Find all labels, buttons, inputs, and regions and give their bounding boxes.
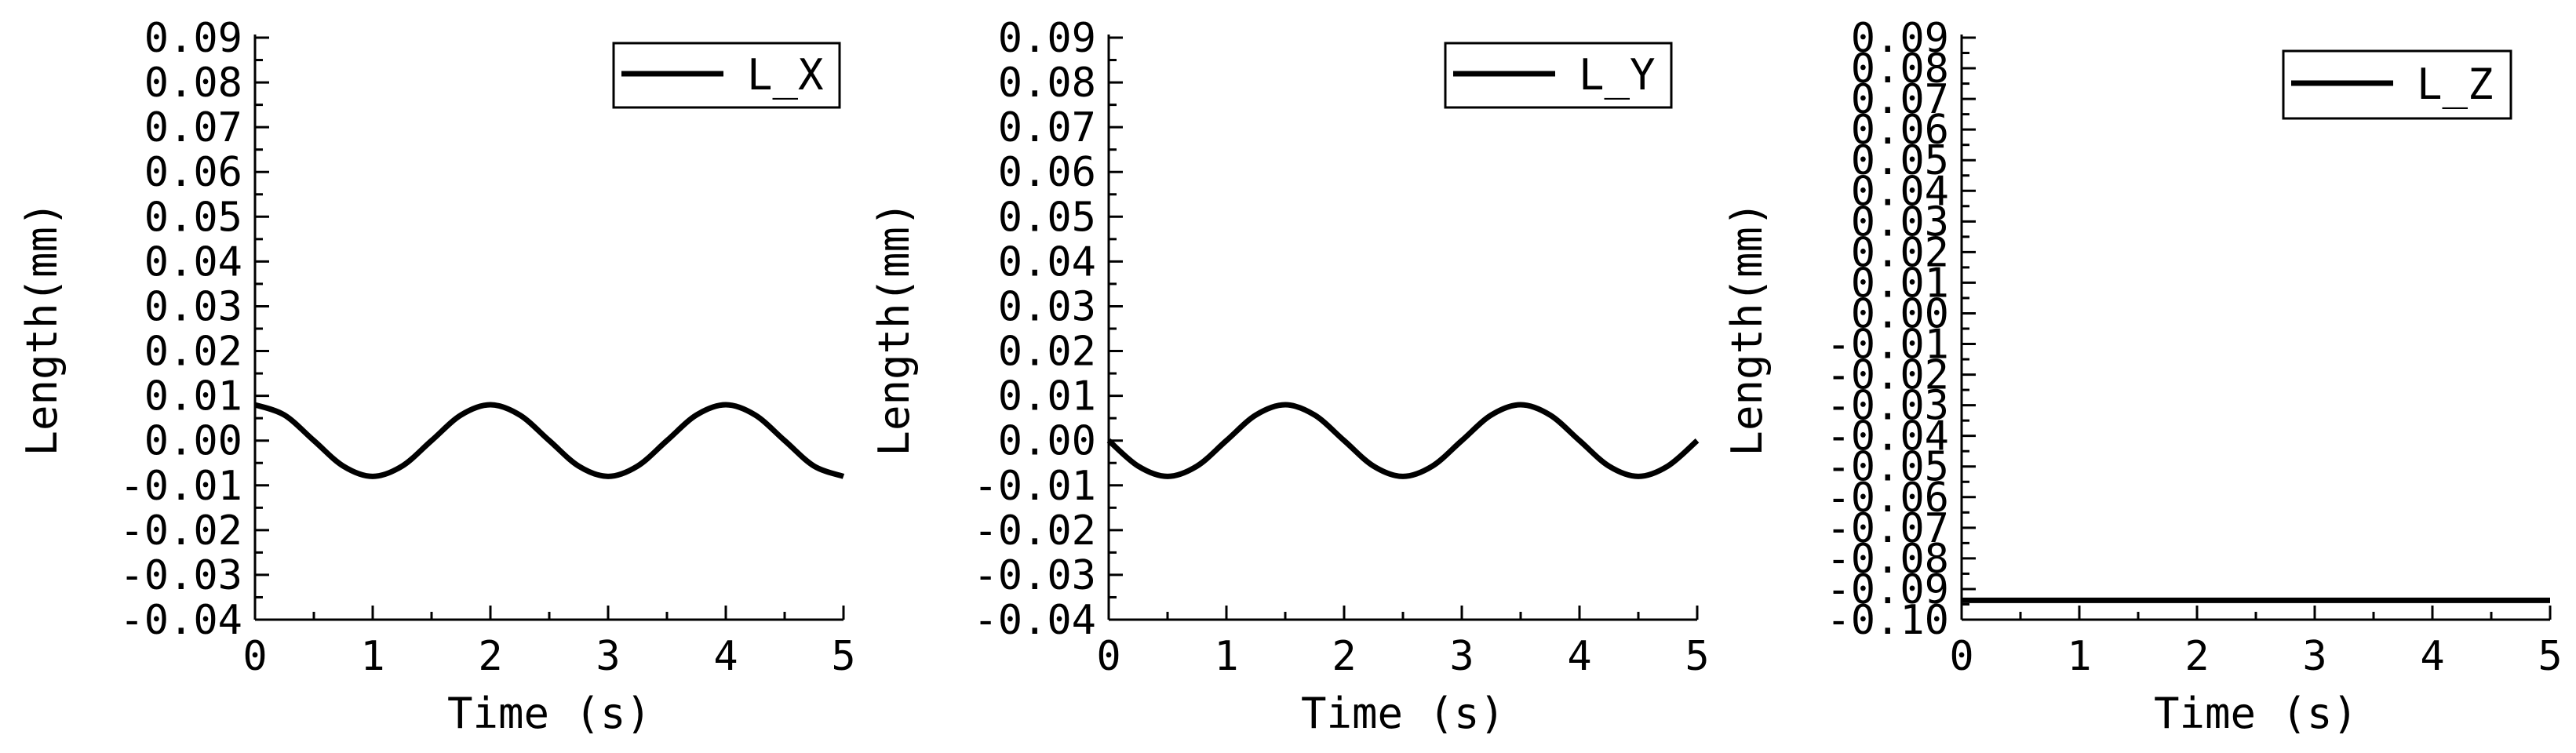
y-tick-label: 0.08 (1851, 45, 1949, 93)
y-tick-label: -0.09 (1826, 566, 1949, 613)
y-tick-label: 0.09 (998, 15, 1096, 62)
y-tick-label: 0.04 (998, 238, 1096, 286)
y-tick-label: 0.04 (144, 238, 242, 286)
y-tick-label: 0.04 (1851, 168, 1949, 215)
chart-panel-ly: 0 1 2 3 4 5-0.04-0.03-0.02-0.010.000.010.020.… (869, 15, 1710, 738)
y-tick-label: 0.02 (1851, 229, 1949, 276)
y-tick-label: 0.06 (998, 149, 1096, 196)
x-axis-title: Time (s) (447, 689, 651, 738)
series-line-l-y (1106, 402, 1700, 479)
x-tick-label: 4 (1567, 633, 1591, 680)
y-tick-label: 0.06 (1851, 107, 1949, 154)
y-tick-label: 0.07 (144, 104, 242, 151)
chart-panel-lx: 0 1 2 3 4 5-0.04-0.03-0.02-0.010.000.010.020.… (17, 15, 856, 738)
y-tick-label: 0.05 (998, 194, 1096, 241)
y-tick-label: 0.08 (144, 60, 242, 107)
legend-label: L_Y (1579, 50, 1656, 100)
y-tick-label: 0.07 (998, 104, 1096, 151)
y-tick-label: 0.06 (144, 149, 242, 196)
y-tick-label: 0.09 (144, 15, 242, 62)
legend-label: L_X (747, 50, 824, 100)
y-tick-label: -0.10 (1826, 597, 1949, 644)
y-tick-label: 0.00 (1851, 290, 1949, 337)
x-tick-label: 5 (1685, 633, 1709, 680)
y-tick-label: 0.03 (144, 283, 242, 330)
x-axis-title: Time (s) (1301, 689, 1505, 738)
x-tick-label: 5 (2538, 633, 2562, 680)
y-tick-label: 0.00 (998, 418, 1096, 465)
x-tick-label: 3 (2302, 633, 2326, 680)
x-tick-label: 0 (242, 633, 267, 680)
x-tick-label: 3 (596, 633, 620, 680)
x-tick-label: 5 (831, 633, 855, 680)
y-tick-label: -0.03 (119, 552, 242, 599)
x-tick-label: 3 (1449, 633, 1474, 680)
y-tick-label: -0.04 (973, 597, 1096, 644)
y-tick-label: -0.01 (1826, 322, 1949, 369)
y-tick-label: 0.01 (1851, 260, 1949, 307)
y-tick-label: 0.05 (144, 194, 242, 241)
x-tick-label: 1 (360, 633, 384, 680)
x-tick-label: 2 (2184, 633, 2209, 680)
y-tick-label: 0.00 (144, 418, 242, 465)
y-tick-label: -0.02 (973, 507, 1096, 555)
x-tick-label: 4 (713, 633, 738, 680)
x-tick-label: 1 (1214, 633, 1238, 680)
y-tick-label: -0.03 (973, 552, 1096, 599)
y-axis-title: Length(mm) (17, 201, 67, 456)
x-tick-label: 1 (2067, 633, 2091, 680)
y-tick-label: 0.03 (1851, 198, 1949, 246)
y-tick-label: -0.03 (1826, 383, 1949, 430)
x-tick-label: 0 (1949, 633, 1973, 680)
series-line-l-x (253, 402, 845, 479)
y-tick-label: 0.05 (1851, 137, 1949, 184)
y-tick-label: 0.01 (998, 373, 1096, 420)
y-tick-label: -0.05 (1826, 444, 1949, 491)
chart-panel-lz: 0 1 2 3 4 5-0.10-0.09-0.08-0.07-0.06-0.05-0.0… (1722, 15, 2563, 738)
y-tick-label: 0.02 (144, 329, 242, 376)
y-tick-label: -0.04 (119, 597, 242, 644)
y-tick-label: 0.03 (998, 283, 1096, 330)
y-tick-label: 0.07 (1851, 76, 1949, 123)
y-tick-label: -0.02 (119, 507, 242, 555)
x-tick-label: 0 (1096, 633, 1120, 680)
x-tick-label: 2 (478, 633, 502, 680)
y-tick-label: -0.01 (119, 463, 242, 510)
y-tick-label: 0.09 (1851, 15, 1949, 62)
y-tick-label: -0.01 (973, 463, 1096, 510)
legend-label: L_Z (2417, 60, 2494, 109)
y-tick-label: -0.02 (1826, 352, 1949, 399)
y-axis-title: Length(mm) (869, 201, 919, 456)
y-tick-label: 0.01 (144, 373, 242, 420)
y-tick-label: -0.07 (1826, 505, 1949, 552)
y-tick-label: -0.08 (1826, 536, 1949, 583)
y-axis-title: Length(mm) (1722, 201, 1772, 456)
x-tick-label: 2 (1332, 633, 1356, 680)
y-tick-label: 0.08 (998, 60, 1096, 107)
y-tick-label: -0.06 (1826, 475, 1949, 522)
y-tick-label: -0.04 (1826, 413, 1949, 460)
x-axis-title: Time (s) (2154, 689, 2358, 738)
y-tick-label: 0.02 (998, 329, 1096, 376)
x-tick-label: 4 (2420, 633, 2444, 680)
